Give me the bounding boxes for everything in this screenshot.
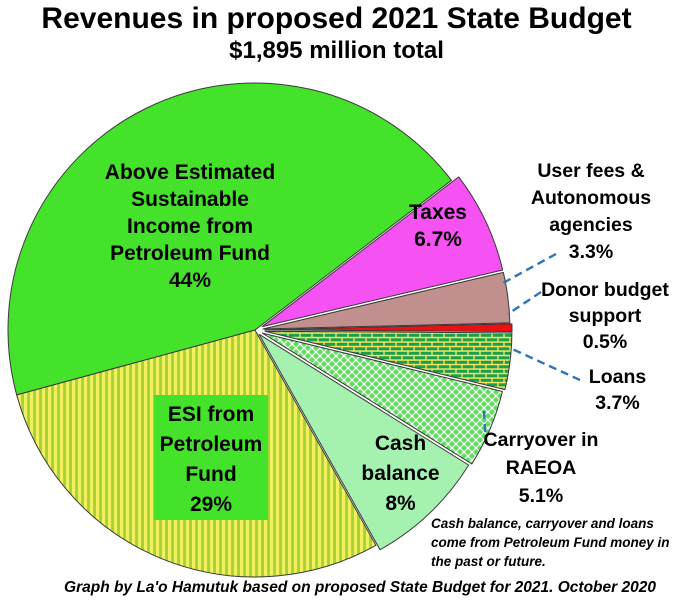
slice-label-carryover-raeoa: Carryover in RAEOA 5.1% (483, 429, 599, 507)
esi-label-box: ESI from Petroleum Fund 29% (154, 395, 268, 520)
donor-leader (507, 291, 542, 315)
source-caption: Graph by La'o Hamutuk based on proposed … (64, 579, 656, 596)
carryover-leader (482, 410, 488, 445)
chart-title: Revenues in proposed 2021 State Budget (41, 2, 632, 35)
pie-slice-taxes (261, 176, 504, 328)
pie-slice-cash-balance (258, 333, 470, 551)
footnote-petroleum-fund: Cash balance, carryover and loans come f… (431, 516, 670, 569)
pie-slice-above-estimated-sustainable-income-from-petroleum-fund (7, 82, 452, 396)
slice-label-esi: ESI from Petroleum Fund 29% (159, 403, 263, 516)
slice-label-taxes: Taxes 6.7% (409, 201, 467, 251)
slice-label-user-fees: User fees & Autonomous agencies 3.3% (530, 160, 652, 263)
slice-label-cash-balance: Cash balance 8% (361, 432, 440, 515)
slice-label-above-esi: Above Estimated Sustainable Income from … (104, 161, 276, 292)
pie-slice-loans (264, 330, 513, 391)
pie-slice-carryover-in-raeoa (261, 332, 503, 465)
slice-label-loans: Loans 3.7% (588, 366, 647, 414)
user-fees-leader (502, 252, 557, 285)
slice-label-donor-budget-support: Donor budget support 0.5% (541, 279, 669, 353)
pie-slice-donor-budget-support (264, 323, 513, 333)
chart-subtitle: $1,895 million total (229, 37, 444, 64)
pie-slice-user-fees-autonomous-agencies (262, 271, 511, 330)
